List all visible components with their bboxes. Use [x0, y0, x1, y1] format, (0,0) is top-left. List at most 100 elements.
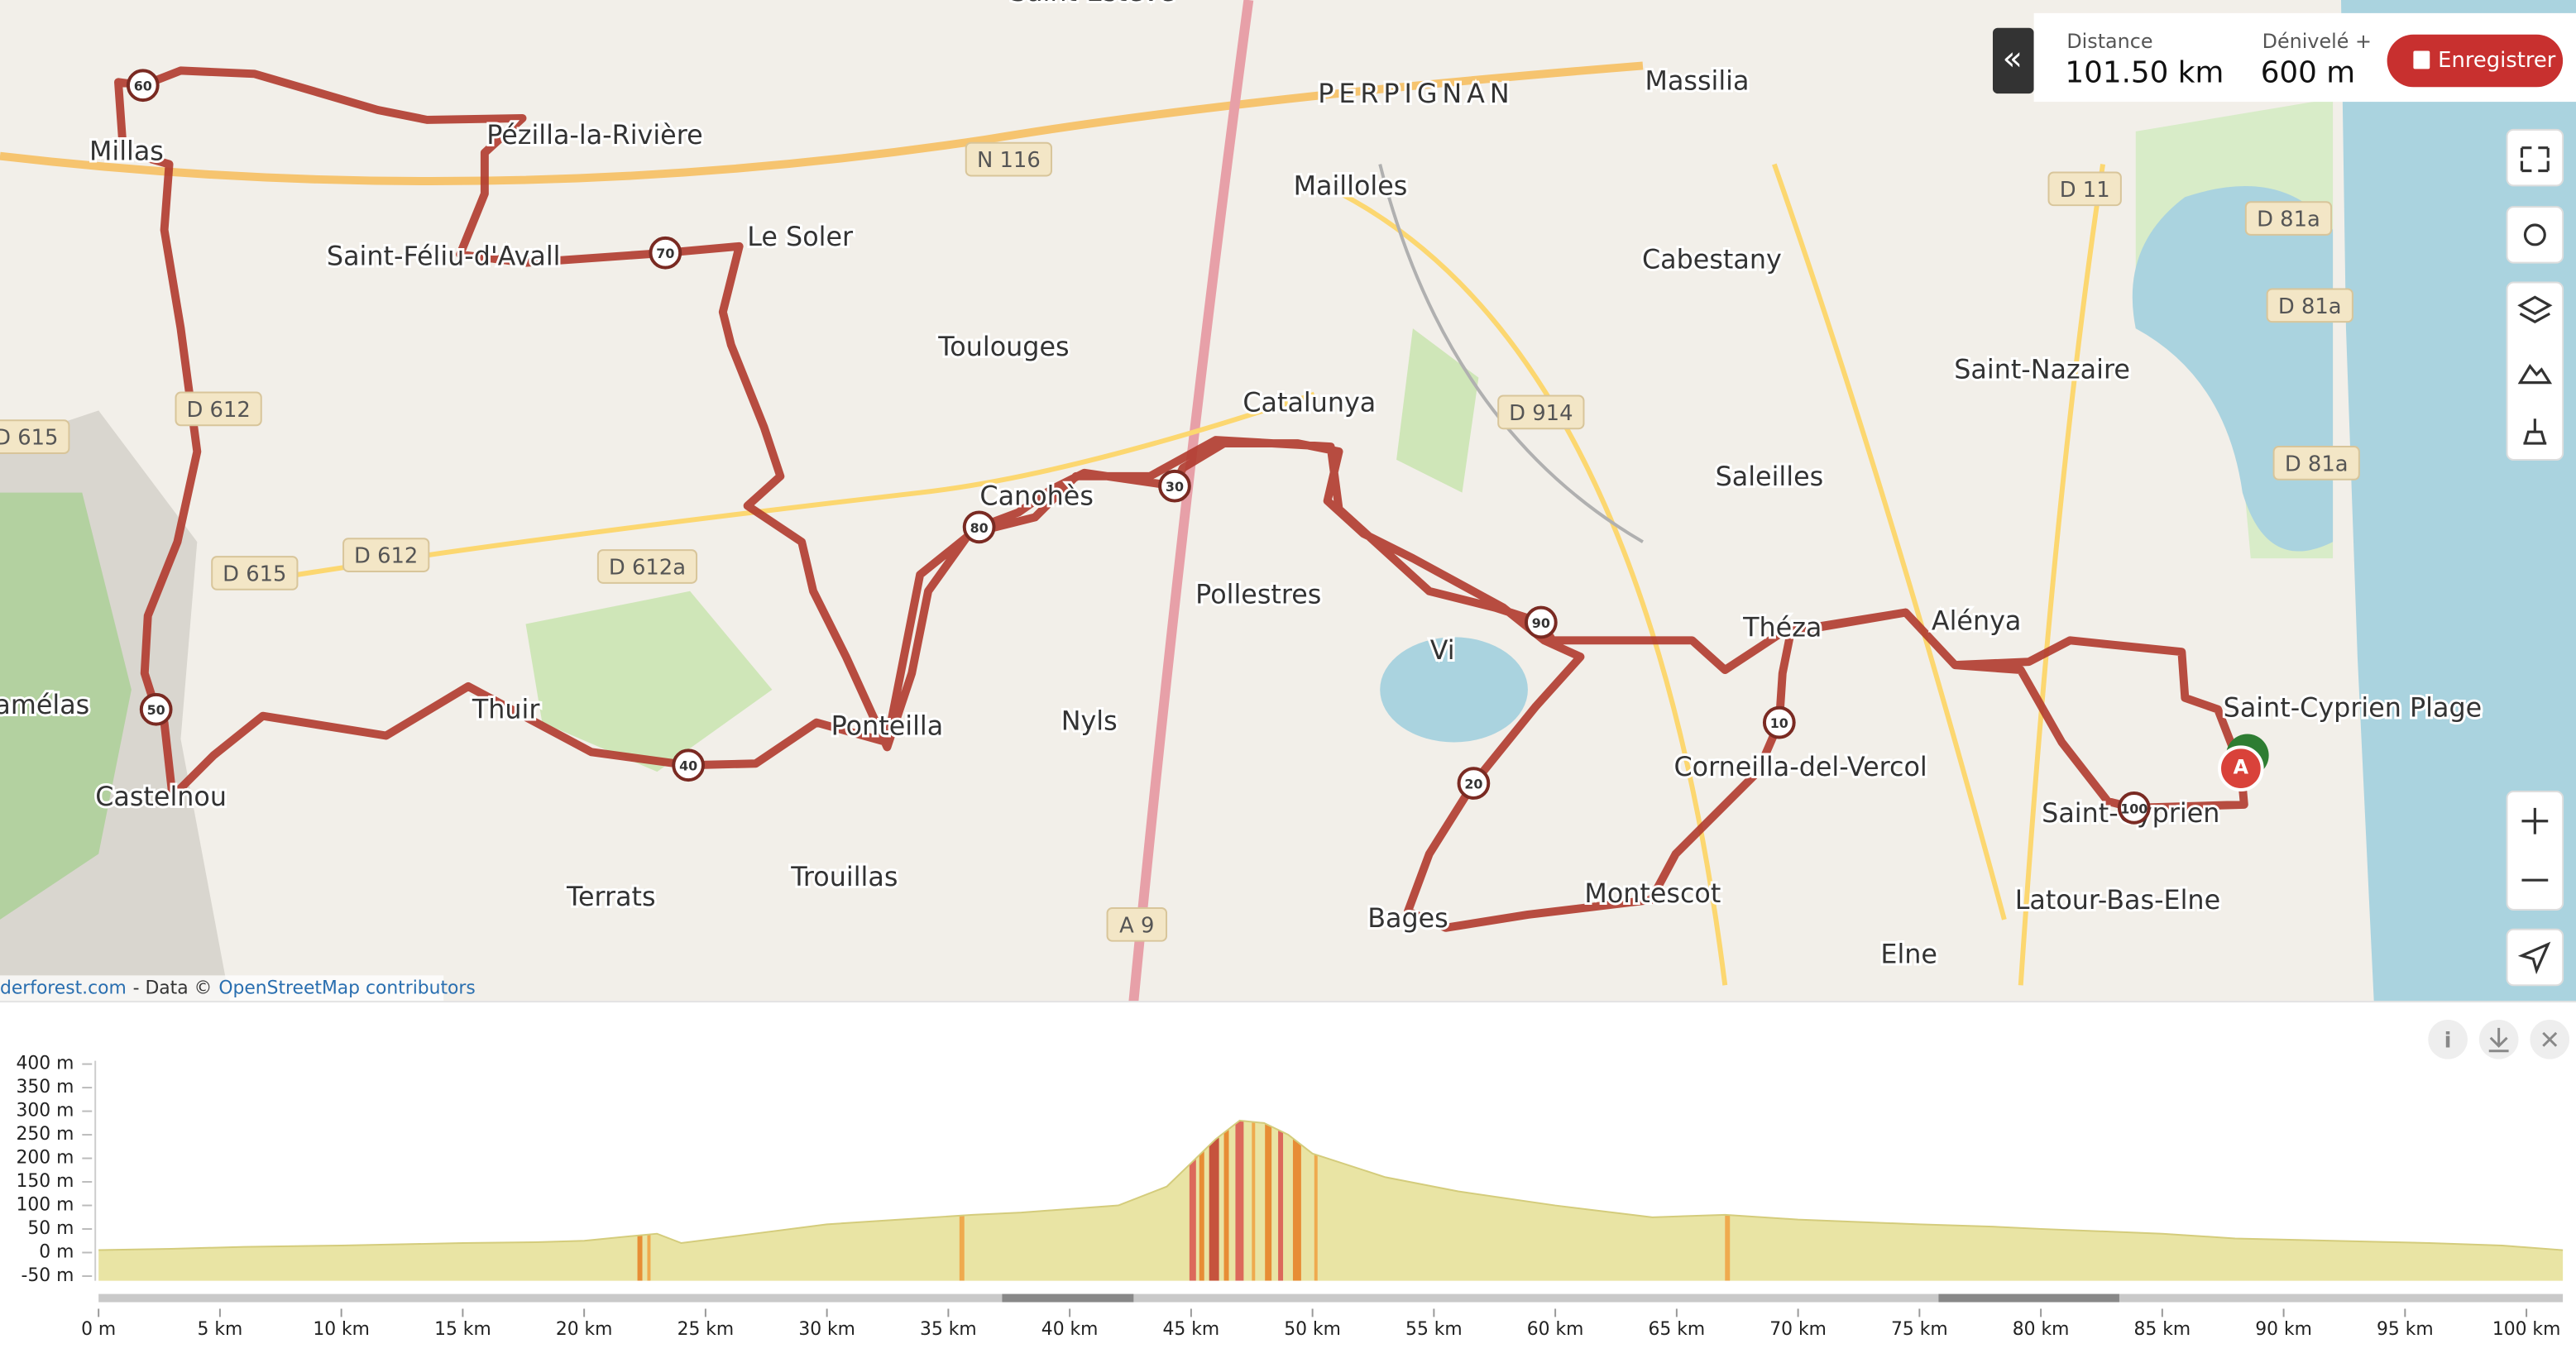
- y-tick-label: 150 m: [16, 1171, 74, 1192]
- road-label: D 11: [2060, 178, 2110, 203]
- x-tick-label: 0 m: [81, 1319, 116, 1340]
- km-marker: [1762, 705, 1796, 739]
- km-marker: [139, 692, 173, 726]
- km-marker: [1524, 605, 1558, 639]
- road-shield: [2266, 288, 2353, 323]
- place-label: Corneilla-del-Vercol: [1673, 753, 1927, 782]
- surface-segment: [1002, 1293, 1134, 1303]
- place-label: Pézilla-la-Rivière: [486, 121, 702, 151]
- road-shield: [175, 391, 262, 427]
- place-label: Cabestany: [1642, 246, 1782, 275]
- poi-icon[interactable]: [2523, 418, 2547, 445]
- y-tick-label: 0 m: [39, 1241, 74, 1262]
- x-tick-label: 25 km: [678, 1319, 735, 1340]
- download-icon[interactable]: [2488, 1027, 2509, 1053]
- map: N 116 D 11 D 81a D 81a D 612 D 615 D 914 D 81a D…: [0, 0, 2576, 1002]
- zoom-buttons[interactable]: [2506, 791, 2564, 911]
- x-tick-label: 30 km: [798, 1319, 855, 1340]
- place-label: Saleilles: [1716, 462, 1824, 492]
- grade-stripe: [1725, 1120, 1731, 1281]
- place-label: PERPIGNAN: [1318, 79, 1514, 109]
- x-tick-label: 20 km: [556, 1319, 613, 1340]
- save-icon[interactable]: [2413, 50, 2430, 69]
- settings-icon[interactable]: [2523, 223, 2546, 246]
- road: [1313, 178, 1728, 986]
- settings-button[interactable]: [2506, 206, 2564, 264]
- km-marker: [649, 236, 682, 270]
- fullscreen-button[interactable]: [2506, 128, 2564, 187]
- road-shield: [0, 419, 70, 454]
- road: [1772, 163, 2007, 920]
- grade-stripe: [959, 1120, 965, 1281]
- place-label: Thuir: [472, 696, 541, 725]
- locate-button[interactable]: [2506, 928, 2564, 987]
- x-tick-label: 100 km: [2492, 1319, 2561, 1340]
- road: [0, 61, 1644, 185]
- layers-icon[interactable]: [2517, 295, 2553, 323]
- elevation-line: [98, 1119, 2564, 1251]
- x-tick-label: 10 km: [313, 1319, 370, 1340]
- close-icon[interactable]: [2542, 1031, 2558, 1047]
- collapse-icon[interactable]: «: [2003, 40, 2023, 78]
- place-label: Ponteilla: [831, 712, 944, 742]
- attribution-link[interactable]: OpenStreetMap contributors: [218, 978, 475, 998]
- x-tick-label: 60 km: [1527, 1319, 1584, 1340]
- record-button-label[interactable]: Enregistrer: [2438, 48, 2556, 73]
- x-tick-label: 90 km: [2255, 1319, 2312, 1340]
- attribution-bg: [0, 975, 444, 1002]
- road-shield: [1106, 906, 1168, 942]
- distance-value: 101.50 km: [2065, 55, 2224, 89]
- distance-label: Distance: [2066, 30, 2152, 53]
- place-label: Elne: [1880, 940, 1937, 970]
- elevation-area: [98, 1120, 2564, 1281]
- y-tick-label: 50 m: [27, 1218, 74, 1239]
- x-tick-label: 85 km: [2134, 1319, 2191, 1340]
- park: [1396, 328, 1479, 493]
- info-button[interactable]: [2428, 1019, 2468, 1059]
- place-label: Trouillas: [790, 863, 898, 892]
- park: [525, 591, 773, 772]
- km-marker-label: 80: [970, 520, 989, 536]
- place-label: Pollestres: [1195, 581, 1321, 610]
- grade-stripe: [1223, 1120, 1229, 1281]
- fullscreen-icon[interactable]: [2520, 146, 2550, 173]
- road-shield: [342, 538, 430, 572]
- x-tick-label: 5 km: [198, 1319, 243, 1340]
- place-label: Saint-Féliu-d'Avall: [327, 242, 561, 272]
- collapse-button[interactable]: [1992, 27, 2034, 94]
- start-marker-label: A: [2234, 756, 2249, 779]
- road-label: D 612a: [609, 555, 686, 580]
- place-label: Camélas: [0, 691, 89, 720]
- place-label: Castelnou: [95, 782, 227, 812]
- attribution-text: - Data ©: [133, 978, 213, 998]
- y-tick-label: 100 m: [16, 1195, 74, 1216]
- info-icon[interactable]: i: [2444, 1028, 2452, 1053]
- terrain-icon[interactable]: [2517, 363, 2553, 385]
- road-shield: [211, 556, 299, 591]
- grade-stripe: [647, 1120, 651, 1281]
- x-tick-label: 40 km: [1041, 1319, 1099, 1340]
- km-marker-label: 90: [1532, 615, 1550, 631]
- road-label: D 615: [0, 426, 58, 451]
- x-tick-label: 95 km: [2377, 1319, 2434, 1340]
- place-label: Nyls: [1061, 707, 1118, 737]
- grade-stripe: [1235, 1120, 1244, 1281]
- route: [114, 66, 2248, 932]
- zoom-in-icon[interactable]: [2521, 807, 2549, 834]
- km-marker: [1457, 767, 1491, 800]
- road-label: D 615: [223, 562, 286, 586]
- lake: [1380, 637, 1528, 743]
- km-marker-label: 10: [1770, 715, 1788, 731]
- place-label: Latour-Bas-Elne: [2015, 886, 2220, 916]
- grade-stripe: [1292, 1120, 1301, 1281]
- km-marker-label: 40: [679, 758, 697, 774]
- km-marker-label: 30: [1166, 479, 1184, 495]
- y-tick-label: 200 m: [16, 1148, 74, 1169]
- y-tick-label: 350 m: [16, 1077, 74, 1097]
- attribution-link[interactable]: derforest.com: [0, 978, 127, 998]
- place-label: Canohès: [979, 482, 1093, 512]
- grade-stripe: [1314, 1120, 1318, 1281]
- locate-icon[interactable]: [2517, 941, 2551, 975]
- record-button[interactable]: [2387, 34, 2564, 88]
- road-label: A 9: [1119, 913, 1154, 938]
